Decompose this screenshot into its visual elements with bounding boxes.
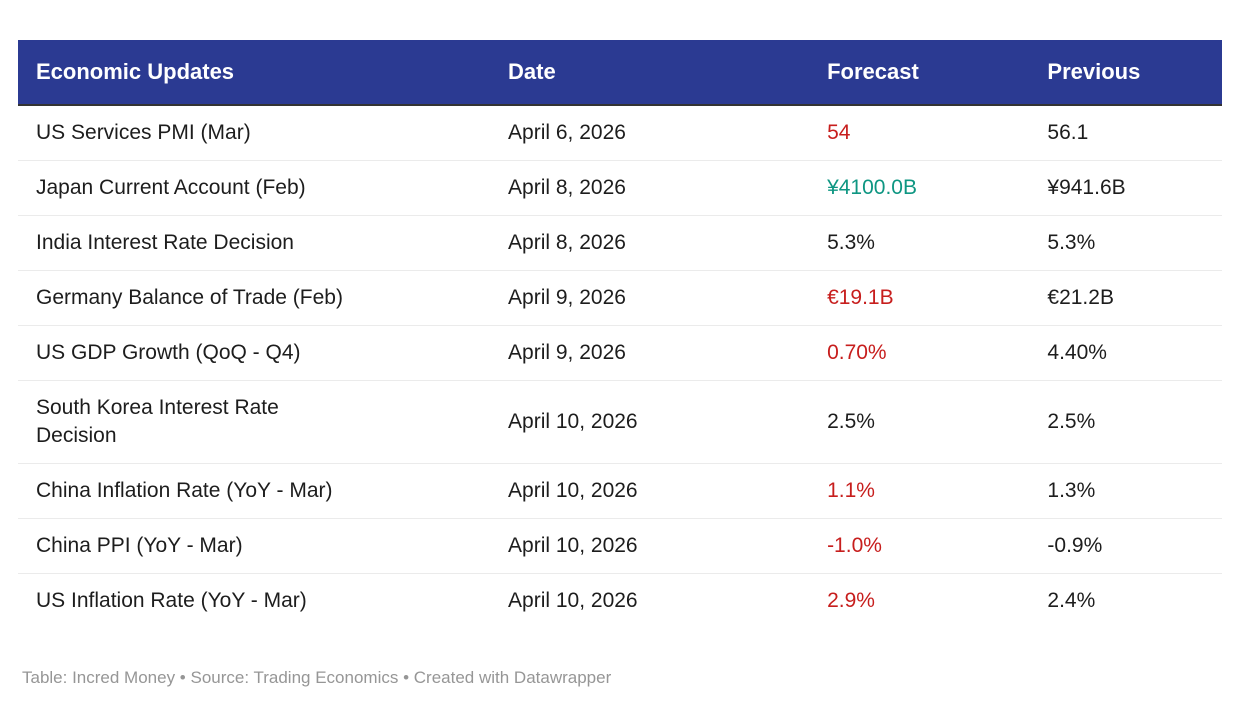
forecast-cell: 2.5% (827, 380, 1048, 464)
economic-updates-table-container: Economic Updates Date Forecast Previous … (18, 40, 1222, 628)
table-row: US Inflation Rate (YoY - Mar) April 10, … (18, 573, 1222, 628)
forecast-cell: -1.0% (827, 518, 1048, 574)
economic-updates-table: Economic Updates Date Forecast Previous … (18, 40, 1222, 628)
previous-cell: 4.40% (1047, 325, 1222, 381)
forecast-cell: 2.9% (827, 573, 1048, 628)
previous-cell: 1.3% (1047, 463, 1222, 519)
previous-cell: 2.4% (1047, 573, 1222, 628)
date-cell: April 9, 2026 (508, 270, 828, 326)
date-cell: April 8, 2026 (508, 215, 828, 271)
date-cell: April 10, 2026 (508, 518, 828, 574)
column-header-previous: Previous (1047, 40, 1222, 106)
table-row: Germany Balance of Trade (Feb) April 9, … (18, 270, 1222, 326)
event-cell: India Interest Rate Decision (18, 215, 509, 271)
table-row: China PPI (YoY - Mar) April 10, 2026 -1.… (18, 518, 1222, 574)
previous-cell: 56.1 (1047, 105, 1222, 161)
date-cell: April 8, 2026 (508, 160, 828, 216)
event-cell: Germany Balance of Trade (Feb) (18, 270, 509, 326)
table-row: US Services PMI (Mar) April 6, 2026 54 5… (18, 105, 1222, 161)
event-cell: China PPI (YoY - Mar) (18, 518, 509, 574)
table-row: China Inflation Rate (YoY - Mar) April 1… (18, 463, 1222, 519)
event-cell: US GDP Growth (QoQ - Q4) (18, 325, 509, 381)
forecast-cell: 1.1% (827, 463, 1048, 519)
date-cell: April 10, 2026 (508, 463, 828, 519)
previous-cell: €21.2B (1047, 270, 1222, 326)
column-header-economic-updates: Economic Updates (18, 40, 509, 106)
attribution-footer: Table: Incred Money • Source: Trading Ec… (22, 668, 612, 687)
previous-cell: ¥941.6B (1047, 160, 1222, 216)
table-row: South Korea Interest Rate Decision April… (18, 380, 1222, 464)
event-cell: South Korea Interest Rate Decision (18, 380, 509, 464)
column-header-date: Date (508, 40, 828, 106)
forecast-cell: 54 (827, 105, 1048, 161)
forecast-cell: 0.70% (827, 325, 1048, 381)
date-cell: April 6, 2026 (508, 105, 828, 161)
previous-cell: 2.5% (1047, 380, 1222, 464)
column-header-forecast: Forecast (827, 40, 1048, 106)
forecast-cell: €19.1B (827, 270, 1048, 326)
table-row: India Interest Rate Decision April 8, 20… (18, 215, 1222, 271)
date-cell: April 10, 2026 (508, 573, 828, 628)
forecast-cell: ¥4100.0B (827, 160, 1048, 216)
date-cell: April 10, 2026 (508, 380, 828, 464)
event-cell: US Services PMI (Mar) (18, 105, 509, 161)
table-row: US GDP Growth (QoQ - Q4) April 9, 2026 0… (18, 325, 1222, 381)
event-cell: US Inflation Rate (YoY - Mar) (18, 573, 509, 628)
previous-cell: 5.3% (1047, 215, 1222, 271)
forecast-cell: 5.3% (827, 215, 1048, 271)
event-cell: China Inflation Rate (YoY - Mar) (18, 463, 509, 519)
previous-cell: -0.9% (1047, 518, 1222, 574)
table-header-row: Economic Updates Date Forecast Previous (18, 40, 1222, 106)
table-row: Japan Current Account (Feb) April 8, 202… (18, 160, 1222, 216)
date-cell: April 9, 2026 (508, 325, 828, 381)
event-cell: Japan Current Account (Feb) (18, 160, 509, 216)
